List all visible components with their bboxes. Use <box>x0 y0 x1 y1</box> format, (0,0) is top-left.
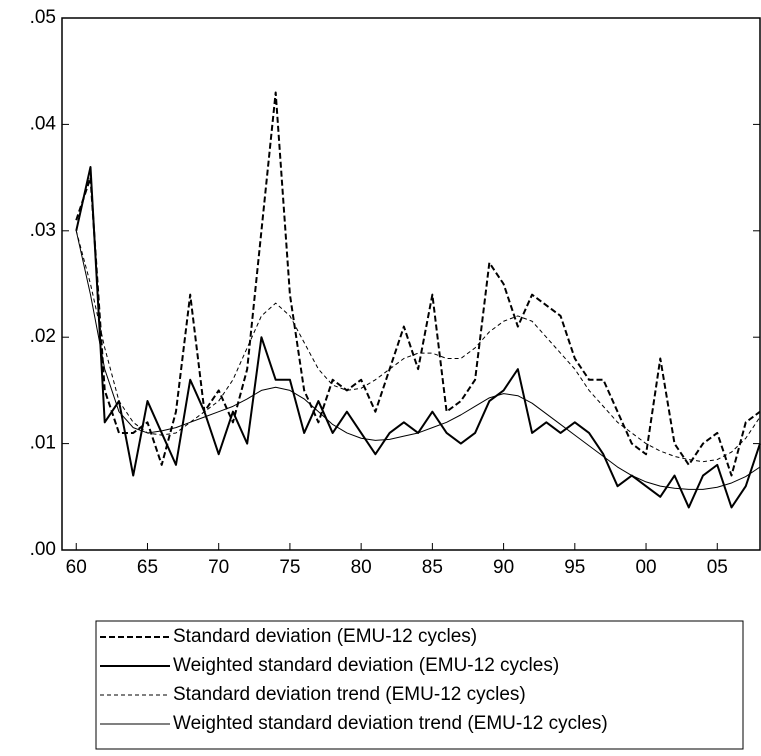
plot-frame <box>61 17 761 551</box>
x-tick-label: 95 <box>564 557 585 578</box>
y-tick-label: .01 <box>30 433 56 454</box>
x-tick-label: 75 <box>279 557 300 578</box>
x-tick-label: 70 <box>208 557 229 578</box>
series-line <box>75 165 761 509</box>
x-tick-label: 80 <box>351 557 372 578</box>
x-tick-label: 90 <box>493 557 514 578</box>
legend-label: Weighted standard deviation trend (EMU-1… <box>173 713 608 734</box>
series-line <box>75 91 761 477</box>
legend-label: Standard deviation trend (EMU-12 cycles) <box>173 684 526 705</box>
y-tick-label: .05 <box>30 7 56 28</box>
x-tick-label: 05 <box>707 557 728 578</box>
y-tick-label: .04 <box>30 113 57 134</box>
legend-box <box>95 620 744 750</box>
y-tick-label: .02 <box>30 326 56 347</box>
y-tick-label: .03 <box>30 220 56 241</box>
x-tick-label: 60 <box>66 557 87 578</box>
x-tick-label: 65 <box>137 557 158 578</box>
series-line <box>75 230 761 490</box>
y-tick-label: .00 <box>30 539 56 560</box>
x-tick-label: 85 <box>422 557 443 578</box>
series-line <box>75 230 761 463</box>
legend-label: Standard deviation (EMU-12 cycles) <box>173 626 477 647</box>
x-tick-label: 00 <box>635 557 656 578</box>
legend-label: Weighted standard deviation (EMU-12 cycl… <box>173 655 559 676</box>
